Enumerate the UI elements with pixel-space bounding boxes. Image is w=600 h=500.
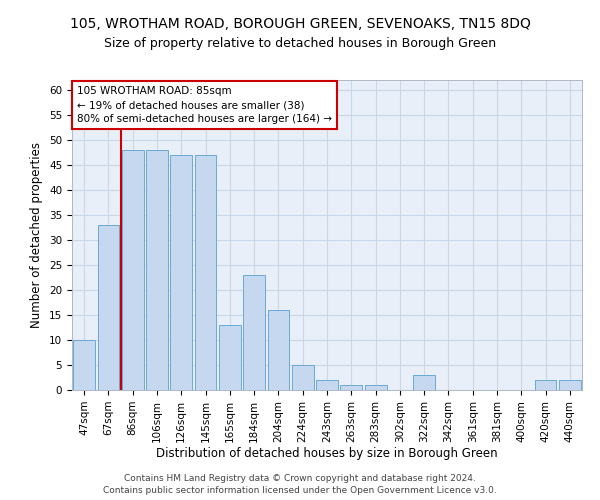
Text: 105, WROTHAM ROAD, BOROUGH GREEN, SEVENOAKS, TN15 8DQ: 105, WROTHAM ROAD, BOROUGH GREEN, SEVENO… [70,18,530,32]
Text: Size of property relative to detached houses in Borough Green: Size of property relative to detached ho… [104,38,496,51]
X-axis label: Distribution of detached houses by size in Borough Green: Distribution of detached houses by size … [156,448,498,460]
Text: Contains HM Land Registry data © Crown copyright and database right 2024.
Contai: Contains HM Land Registry data © Crown c… [103,474,497,495]
Bar [535,380,556,390]
Bar [146,150,168,390]
Bar [97,225,119,390]
Bar [122,150,143,390]
Bar [170,155,192,390]
Bar [194,155,217,390]
Bar [413,375,435,390]
Bar [243,275,265,390]
Bar [340,385,362,390]
Y-axis label: Number of detached properties: Number of detached properties [31,142,43,328]
Text: 105 WROTHAM ROAD: 85sqm
← 19% of detached houses are smaller (38)
80% of semi-de: 105 WROTHAM ROAD: 85sqm ← 19% of detache… [77,86,332,124]
Bar [292,365,314,390]
Bar [559,380,581,390]
Bar [316,380,338,390]
Bar [219,325,241,390]
Bar [365,385,386,390]
Bar [268,310,289,390]
Bar [73,340,95,390]
